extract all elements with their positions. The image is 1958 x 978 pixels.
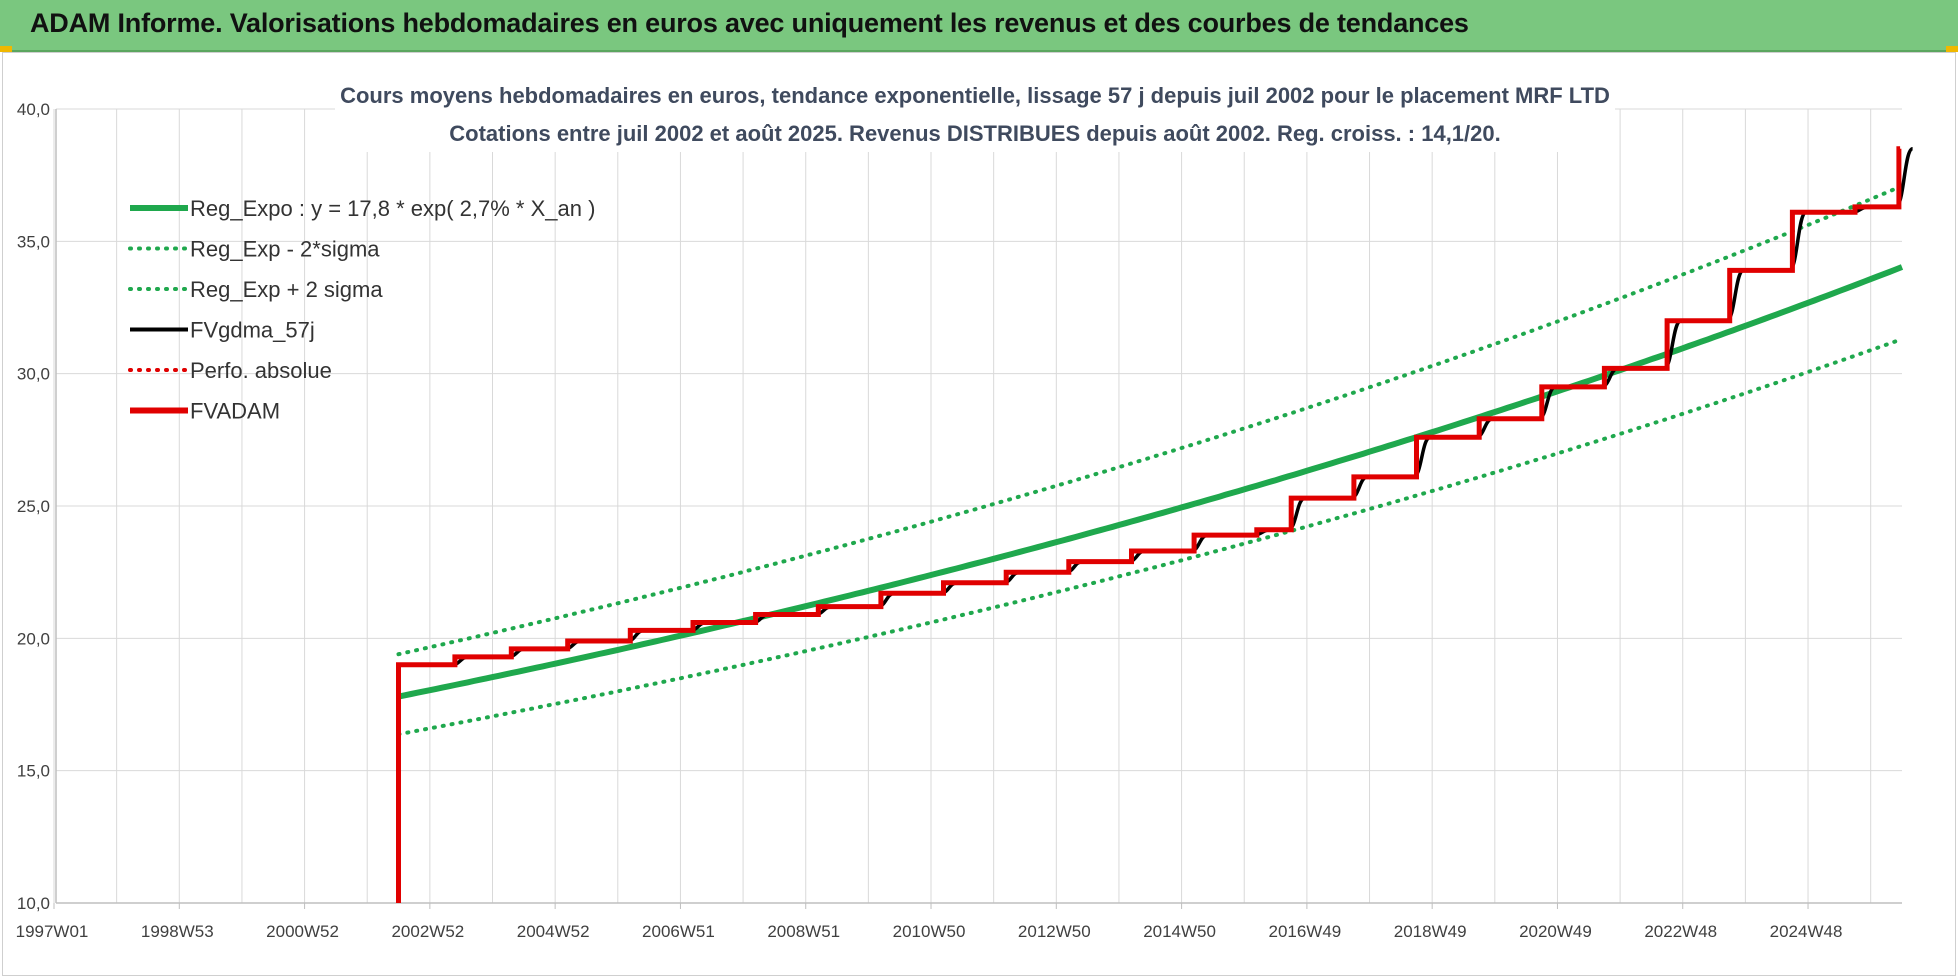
banner: ADAM Informe. Valorisations hebdomadaire… <box>0 0 1958 52</box>
title-background <box>335 78 1615 152</box>
legend-label: Perfo. absolue <box>190 358 332 383</box>
reg-exp-plus-2sigma-line <box>396 184 1904 657</box>
x-tick-label: 2002W52 <box>391 922 464 941</box>
x-tick-label: 2024W48 <box>1770 922 1843 941</box>
x-tick-label: 2000W52 <box>266 922 339 941</box>
x-axis: 1997W01 1998W53 2000W52 2002W52 2004W52 2006W… <box>16 902 1902 941</box>
x-tick-label: 2004W52 <box>517 922 590 941</box>
y-axis: 10,0 15,0 20,0 25,0 30,0 35,0 40,0 <box>17 100 57 913</box>
legend-label: FVgdma_57j <box>190 318 315 343</box>
fvgdma-57j-line <box>401 146 1915 667</box>
y-tick-label: 25,0 <box>17 497 50 516</box>
y-tick-label: 15,0 <box>17 762 50 781</box>
y-tick-label: 20,0 <box>17 629 50 648</box>
x-tick-label: 1998W53 <box>141 922 214 941</box>
x-tick-label: 2010W50 <box>893 922 966 941</box>
x-tick-label: 2006W51 <box>642 922 715 941</box>
reg-expo-line <box>397 264 1904 700</box>
corner-marker-left <box>0 46 12 52</box>
x-tick-label: 2020W49 <box>1519 922 1592 941</box>
x-tick-label: 2012W50 <box>1018 922 1091 941</box>
fvadam-line <box>396 146 1902 903</box>
y-tick-label: 35,0 <box>17 232 50 251</box>
legend: Reg_Expo : y = 17,8 * exp( 2,7% * X_an )… <box>128 196 595 424</box>
x-tick-label: 2018W49 <box>1394 922 1467 941</box>
reg-exp-minus-2sigma-line <box>396 337 1904 737</box>
gridlines <box>53 108 1902 904</box>
legend-label: Reg_Exp + 2 sigma <box>190 277 383 302</box>
x-tick-label: 2008W51 <box>767 922 840 941</box>
legend-label: Reg_Exp - 2*sigma <box>190 237 380 262</box>
legend-label: FVADAM <box>190 399 280 424</box>
corner-marker-right <box>1946 46 1958 52</box>
x-tick-label: 2014W50 <box>1143 922 1216 941</box>
series-lines <box>396 146 1915 903</box>
chart-frame <box>2 52 1956 976</box>
y-tick-label: 30,0 <box>17 365 50 384</box>
y-tick-label: 10,0 <box>17 894 50 913</box>
banner-title: ADAM Informe. Valorisations hebdomadaire… <box>30 8 1469 38</box>
chart-title-line-1: Cours moyens hebdomadaires en euros, ten… <box>340 83 1610 108</box>
x-tick-label: 2022W48 <box>1644 922 1717 941</box>
x-tick-label: 2016W49 <box>1268 922 1341 941</box>
x-tick-label: 1997W01 <box>16 922 89 941</box>
y-tick-label: 40,0 <box>17 100 50 119</box>
legend-label: Reg_Expo : y = 17,8 * exp( 2,7% * X_an ) <box>190 196 595 221</box>
chart-title-line-2: Cotations entre juil 2002 et août 2025. … <box>449 121 1500 146</box>
